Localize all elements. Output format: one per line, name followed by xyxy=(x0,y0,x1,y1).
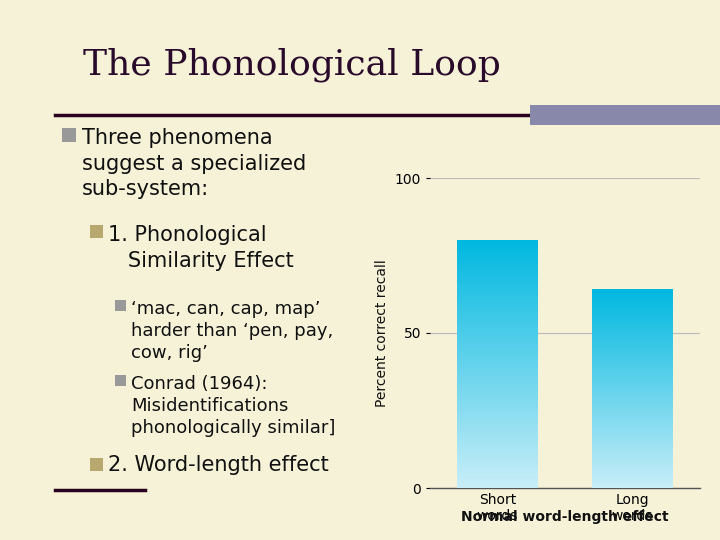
Text: Normal word-length effect: Normal word-length effect xyxy=(462,510,669,524)
Text: Conrad (1964):
Misidentifications
phonologically similar]: Conrad (1964): Misidentifications phonol… xyxy=(131,375,336,437)
Text: Three phenomena
suggest a specialized
sub-system:: Three phenomena suggest a specialized su… xyxy=(82,128,306,199)
Text: ‘mac, can, cap, map’
harder than ‘pen, pay,
cow, rig’: ‘mac, can, cap, map’ harder than ‘pen, p… xyxy=(131,300,333,362)
Text: 2. Word-length effect: 2. Word-length effect xyxy=(108,455,329,475)
Text: 1. Phonological
   Similarity Effect: 1. Phonological Similarity Effect xyxy=(108,225,294,271)
Y-axis label: Percent correct recall: Percent correct recall xyxy=(375,259,389,407)
Text: The Phonological Loop: The Phonological Loop xyxy=(83,48,500,82)
